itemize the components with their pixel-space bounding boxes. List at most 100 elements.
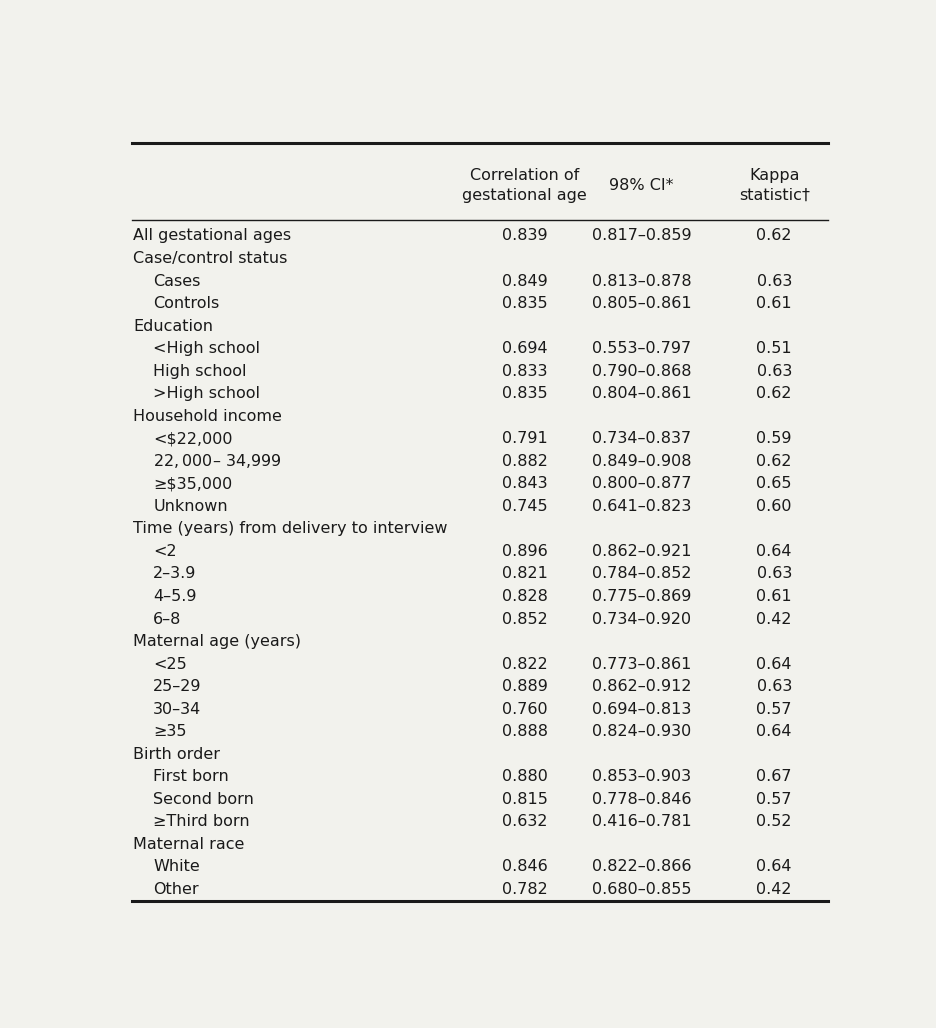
- Text: 0.59: 0.59: [756, 431, 792, 446]
- Text: 0.839: 0.839: [502, 228, 548, 244]
- Text: 0.63: 0.63: [756, 364, 792, 378]
- Text: 2–3.9: 2–3.9: [154, 566, 197, 582]
- Text: Household income: Household income: [133, 409, 282, 424]
- Text: 0.849: 0.849: [502, 273, 548, 289]
- Text: 0.822: 0.822: [502, 657, 548, 671]
- Text: 0.896: 0.896: [502, 544, 548, 559]
- Text: 0.42: 0.42: [756, 882, 792, 896]
- Text: 0.817–0.859: 0.817–0.859: [592, 228, 692, 244]
- Text: Other: Other: [154, 882, 198, 896]
- Text: ≥35: ≥35: [154, 724, 187, 739]
- Text: $22,000–$ 34,999: $22,000–$ 34,999: [154, 452, 283, 470]
- Text: ≥Third born: ≥Third born: [154, 814, 250, 830]
- Text: Maternal age (years): Maternal age (years): [133, 634, 301, 649]
- Text: 25–29: 25–29: [154, 680, 202, 694]
- Text: 0.846: 0.846: [502, 859, 548, 875]
- Text: 0.64: 0.64: [756, 724, 792, 739]
- Text: <25: <25: [154, 657, 187, 671]
- Text: 0.641–0.823: 0.641–0.823: [592, 499, 691, 514]
- Text: 6–8: 6–8: [154, 612, 182, 626]
- Text: 0.64: 0.64: [756, 859, 792, 875]
- Text: >High school: >High school: [154, 387, 260, 401]
- Text: 0.775–0.869: 0.775–0.869: [592, 589, 691, 604]
- Text: 0.63: 0.63: [756, 680, 792, 694]
- Text: Maternal race: Maternal race: [133, 837, 244, 852]
- Text: <$22,000: <$22,000: [154, 431, 233, 446]
- Text: 0.804–0.861: 0.804–0.861: [592, 387, 692, 401]
- Text: Correlation of
gestational age: Correlation of gestational age: [462, 168, 587, 204]
- Text: 0.62: 0.62: [756, 387, 792, 401]
- Text: 0.62: 0.62: [756, 453, 792, 469]
- Text: 0.694: 0.694: [502, 341, 548, 356]
- Text: Birth order: Birth order: [133, 746, 220, 762]
- Text: 0.791: 0.791: [502, 431, 548, 446]
- Text: 0.57: 0.57: [756, 702, 792, 717]
- Text: Unknown: Unknown: [154, 499, 227, 514]
- Text: 0.888: 0.888: [502, 724, 548, 739]
- Text: 0.843: 0.843: [502, 476, 548, 491]
- Text: Kappa
statistic†: Kappa statistic†: [739, 168, 810, 204]
- Text: ≥$35,000: ≥$35,000: [154, 476, 232, 491]
- Text: 0.889: 0.889: [502, 680, 548, 694]
- Text: Time (years) from delivery to interview: Time (years) from delivery to interview: [133, 521, 447, 537]
- Text: High school: High school: [154, 364, 247, 378]
- Text: First born: First born: [154, 769, 229, 784]
- Text: 0.782: 0.782: [502, 882, 548, 896]
- Text: 0.63: 0.63: [756, 566, 792, 582]
- Text: 0.67: 0.67: [756, 769, 792, 784]
- Text: 0.849–0.908: 0.849–0.908: [592, 453, 691, 469]
- Text: <2: <2: [154, 544, 177, 559]
- Text: 0.51: 0.51: [756, 341, 792, 356]
- Text: 0.815: 0.815: [502, 792, 548, 807]
- Text: 0.784–0.852: 0.784–0.852: [592, 566, 691, 582]
- Text: 0.760: 0.760: [502, 702, 548, 717]
- Text: Cases: Cases: [154, 273, 200, 289]
- Text: 0.835: 0.835: [502, 387, 548, 401]
- Text: White: White: [154, 859, 200, 875]
- Text: 0.61: 0.61: [756, 589, 792, 604]
- Text: 0.57: 0.57: [756, 792, 792, 807]
- Text: 0.800–0.877: 0.800–0.877: [592, 476, 691, 491]
- Text: <High school: <High school: [154, 341, 260, 356]
- Text: 0.862–0.921: 0.862–0.921: [592, 544, 691, 559]
- Text: 0.52: 0.52: [756, 814, 792, 830]
- Text: All gestational ages: All gestational ages: [133, 228, 291, 244]
- Text: 0.416–0.781: 0.416–0.781: [592, 814, 692, 830]
- Text: 0.790–0.868: 0.790–0.868: [592, 364, 691, 378]
- Text: 0.42: 0.42: [756, 612, 792, 626]
- Text: 0.778–0.846: 0.778–0.846: [592, 792, 691, 807]
- Text: 0.813–0.878: 0.813–0.878: [592, 273, 692, 289]
- Text: 0.853–0.903: 0.853–0.903: [592, 769, 691, 784]
- Text: 30–34: 30–34: [154, 702, 201, 717]
- Text: 0.62: 0.62: [756, 228, 792, 244]
- Text: 98% CI*: 98% CI*: [609, 178, 674, 193]
- Text: Case/control status: Case/control status: [133, 251, 287, 266]
- Text: 0.553–0.797: 0.553–0.797: [592, 341, 691, 356]
- Text: 0.65: 0.65: [756, 476, 792, 491]
- Text: 0.835: 0.835: [502, 296, 548, 311]
- Text: 0.880: 0.880: [502, 769, 548, 784]
- Text: 0.734–0.920: 0.734–0.920: [592, 612, 691, 626]
- Text: 0.862–0.912: 0.862–0.912: [592, 680, 691, 694]
- Text: 0.63: 0.63: [756, 273, 792, 289]
- Text: 0.852: 0.852: [502, 612, 548, 626]
- Text: 0.833: 0.833: [502, 364, 548, 378]
- Text: 0.882: 0.882: [502, 453, 548, 469]
- Text: 0.680–0.855: 0.680–0.855: [592, 882, 691, 896]
- Text: 0.60: 0.60: [756, 499, 792, 514]
- Text: 0.61: 0.61: [756, 296, 792, 311]
- Text: 0.64: 0.64: [756, 544, 792, 559]
- Text: 0.64: 0.64: [756, 657, 792, 671]
- Text: 0.824–0.930: 0.824–0.930: [592, 724, 691, 739]
- Text: Controls: Controls: [154, 296, 220, 311]
- Text: 0.773–0.861: 0.773–0.861: [592, 657, 691, 671]
- Text: 0.734–0.837: 0.734–0.837: [592, 431, 691, 446]
- Text: 4–5.9: 4–5.9: [154, 589, 197, 604]
- Text: 0.694–0.813: 0.694–0.813: [592, 702, 691, 717]
- Text: 0.745: 0.745: [502, 499, 548, 514]
- Text: Second born: Second born: [154, 792, 255, 807]
- Text: 0.822–0.866: 0.822–0.866: [592, 859, 691, 875]
- Text: 0.805–0.861: 0.805–0.861: [592, 296, 692, 311]
- Text: Education: Education: [133, 319, 213, 333]
- Text: 0.828: 0.828: [502, 589, 548, 604]
